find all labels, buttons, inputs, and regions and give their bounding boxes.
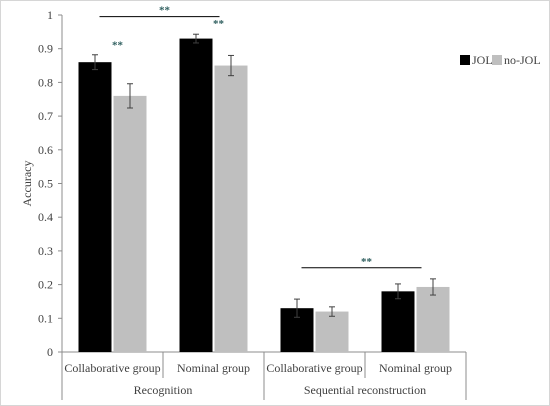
y-tick-label: 0.1: [38, 311, 53, 325]
bar-0-1: [179, 38, 213, 353]
x-category-label: Collaborative group: [266, 361, 362, 375]
legend-swatch-0: [460, 55, 470, 65]
bar-1-2: [315, 311, 349, 352]
significance-marker: **: [159, 5, 171, 17]
significance-marker: **: [112, 40, 124, 52]
x-group-label: Sequential reconstruction: [304, 383, 426, 397]
bar-0-3: [381, 291, 415, 352]
x-group-label: Recognition: [134, 383, 193, 397]
x-category-label: Nominal group: [379, 361, 452, 375]
x-category-label: Nominal group: [177, 361, 250, 375]
y-tick-label: 0.7: [38, 109, 53, 123]
significance-marker: **: [361, 256, 373, 268]
bar-1-3: [416, 286, 450, 352]
bar-1-1: [214, 65, 248, 353]
y-tick-label: 0.3: [38, 244, 53, 258]
legend-label-1: no-JOL: [504, 53, 541, 67]
y-tick-label: 0.6: [38, 143, 53, 157]
y-axis-title: Accuracy: [20, 161, 34, 207]
bar-1-0: [113, 95, 147, 352]
y-tick-label: 1: [47, 8, 53, 22]
y-tick-label: 0.2: [38, 278, 53, 292]
y-tick-label: 0.4: [38, 210, 53, 224]
y-tick-label: 0.8: [38, 75, 53, 89]
x-category-label: Collaborative group: [64, 361, 160, 375]
y-tick-label: 0.5: [38, 177, 53, 191]
significance-marker: **: [213, 18, 225, 30]
legend-swatch-1: [492, 55, 502, 65]
bar-0-0: [78, 62, 112, 353]
y-tick-label: 0.9: [38, 42, 53, 56]
legend-label-0: JOL: [472, 53, 493, 67]
y-tick-label: 0: [47, 345, 53, 359]
